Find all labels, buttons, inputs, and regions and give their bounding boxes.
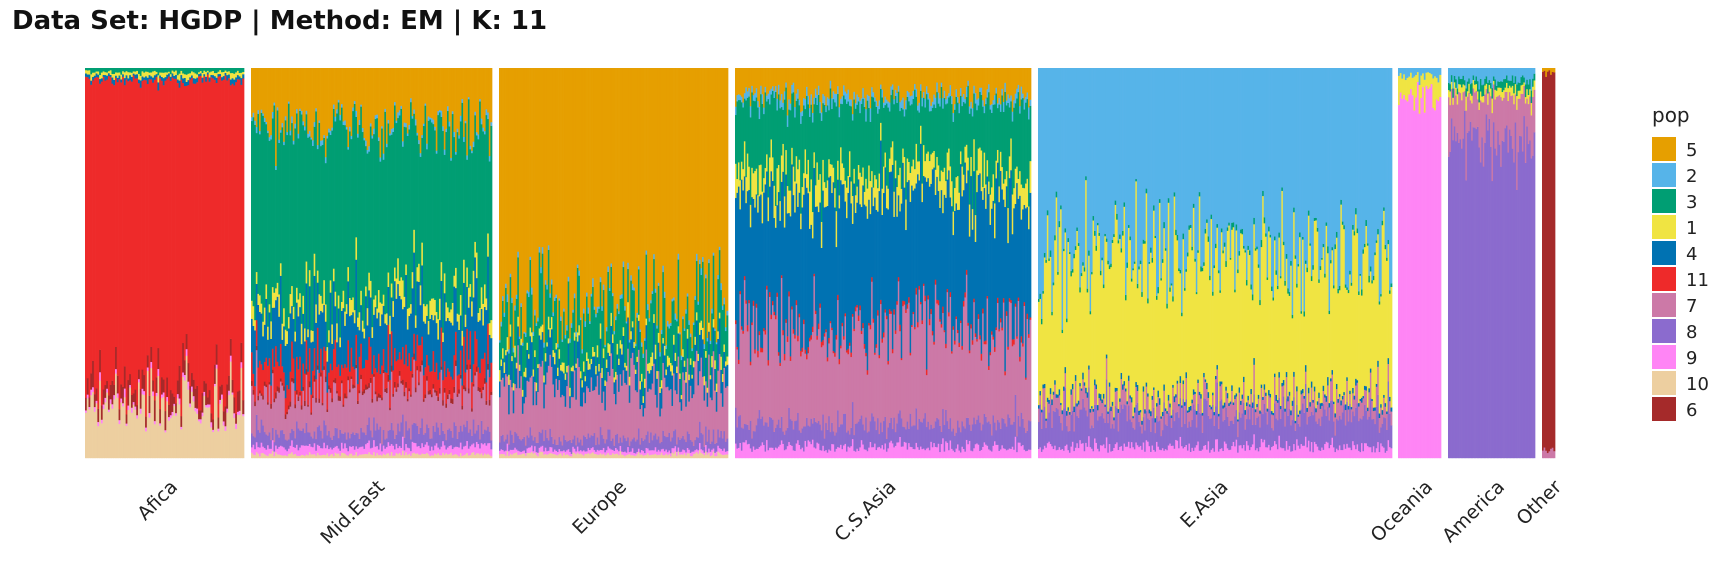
panel-europe: [499, 68, 728, 458]
bar-segment-europe-ind150-pop4: [726, 365, 728, 387]
bar-segment-afica-ind90-pop3: [242, 68, 244, 72]
bar-segment-afica-ind90-pop1: [242, 72, 244, 75]
bar-segment-mid-east-ind150-pop10: [490, 456, 492, 458]
bars-layer: [85, 68, 1555, 458]
bar-segment-europe-ind150-pop8: [726, 438, 728, 451]
bar-segment-europe-ind150-pop5: [726, 68, 728, 311]
bar-segment-europe-ind150-pop7: [726, 386, 728, 439]
bar-segment-mid-east-ind150-pop9: [490, 449, 492, 456]
bar-segment-europe-ind150-pop10: [726, 454, 728, 458]
bar-segment-mid-east-ind150-pop7: [490, 395, 492, 441]
bar-segment-europe-ind150-pop2: [726, 311, 728, 316]
bar-segment-mid-east-ind150-pop11: [490, 363, 492, 392]
bar-segment-mid-east-ind150-pop1: [490, 320, 492, 338]
bar-segment-afica-ind90-pop9: [242, 414, 244, 416]
bar-segment-mid-east-ind150-pop2: [490, 122, 492, 126]
bar-segment-afica-ind90-pop4: [242, 74, 244, 78]
bar-segment-afica-ind90-pop11: [242, 78, 244, 400]
bar-segment-mid-east-ind150-pop5: [490, 68, 492, 122]
bar-segment-mid-east-ind150-pop4: [490, 338, 492, 363]
bar-segment-mid-east-ind150-pop8: [490, 440, 492, 449]
panel-afica: [85, 68, 244, 458]
bar-segment-afica-ind90-pop6: [242, 400, 244, 414]
bar-segment-mid-east-ind150-pop3: [490, 126, 492, 320]
bar-segment-europe-ind150-pop1: [726, 356, 728, 364]
panel-mid-east: [251, 68, 492, 458]
bar-segment-europe-ind150-pop9: [726, 451, 728, 455]
bar-segment-mid-east-ind150-pop6: [490, 392, 492, 395]
panel-c-s-asia: [735, 68, 1031, 458]
bar-segment-afica-ind90-pop10: [242, 416, 244, 458]
bar-segment-europe-ind150-pop3: [726, 315, 728, 356]
